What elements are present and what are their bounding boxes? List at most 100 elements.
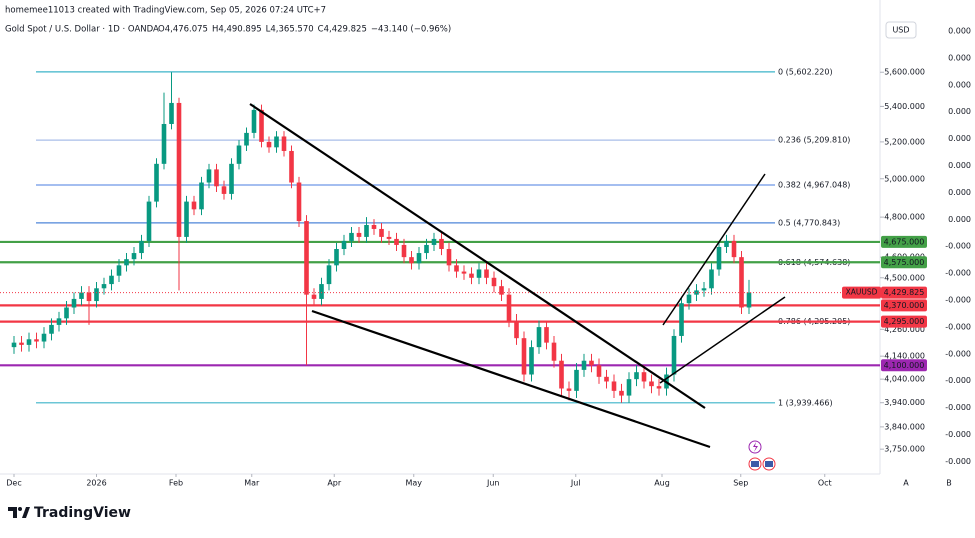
y-tick-label: 4,040.000 — [884, 375, 925, 384]
scale-label: 0.000 — [948, 134, 971, 143]
candle-body — [94, 288, 99, 302]
x-tick-label: Aug — [654, 479, 670, 488]
last-price-label: 4,429.825 — [884, 288, 925, 297]
candle-body — [191, 201, 197, 210]
candle-body — [289, 150, 294, 183]
scale-label: 0.000 — [948, 27, 971, 36]
scale-label: -0.000 — [945, 403, 971, 412]
candle-body — [259, 109, 264, 142]
candle-body — [71, 298, 77, 308]
candle-body — [86, 292, 92, 302]
event-icon — [765, 461, 773, 467]
ohlc-key: C — [318, 25, 324, 35]
symbol: Gold Spot / U.S. Dollar · 1D · OANDA — [5, 25, 159, 35]
candle-body — [251, 109, 257, 133]
y-tick-label: 5,600.000 — [884, 68, 925, 77]
scale-button[interactable]: B — [946, 479, 952, 488]
candle-body — [536, 327, 542, 348]
x-tick-label: Dec — [6, 479, 21, 488]
candle-body — [109, 275, 114, 285]
candle-body — [484, 269, 489, 278]
candle-body — [521, 338, 527, 375]
scale-label: 0.000 — [948, 53, 971, 62]
candle-body — [656, 386, 662, 389]
candle-body — [724, 240, 729, 247]
candle-body — [514, 320, 519, 339]
candle-body — [371, 224, 377, 229]
ohlc-value: 4,490.895 — [218, 25, 261, 35]
ohlc-key: L — [266, 25, 271, 35]
candle-body — [709, 269, 714, 289]
event-icons — [748, 440, 776, 471]
ohlc-key: H — [212, 25, 218, 35]
level-label: 4,675.000 — [884, 237, 925, 246]
scale-label: -0.000 — [945, 457, 971, 466]
candle-body — [304, 221, 309, 295]
level-badge — [881, 235, 927, 248]
candle-body — [101, 284, 107, 289]
candle-body — [679, 303, 684, 336]
scale-label: 0.000 — [948, 188, 971, 197]
logo-mark — [8, 507, 17, 518]
symbol-badge — [842, 286, 881, 299]
symbol-label: XAUUSD — [846, 288, 878, 297]
candle-body — [649, 381, 654, 387]
scale-button[interactable]: A — [903, 479, 909, 488]
candle-body — [364, 224, 369, 237]
currency-button[interactable] — [885, 21, 917, 39]
candle-body — [131, 253, 137, 260]
ohlc-value: 4,365.570 — [270, 25, 313, 35]
currency-label[interactable]: USD — [892, 26, 909, 35]
fib-label: 0.236 (5,209.810) — [778, 136, 850, 145]
x-tick-label: Apr — [327, 479, 342, 488]
candle-body — [274, 136, 279, 148]
candle-body — [641, 372, 647, 382]
credit: homemee11013 created with TradingView.co… — [5, 6, 326, 16]
candle-body — [476, 269, 482, 278]
x-tick-label: Mar — [244, 479, 260, 488]
candle-body — [161, 123, 167, 164]
fib-label: 0 (5,602.220) — [778, 67, 833, 76]
ohlc-value: 4,429.825 — [324, 25, 367, 35]
y-tick-label: 3,750.000 — [884, 445, 925, 454]
candle-body — [746, 292, 752, 308]
level-badge — [881, 359, 927, 372]
candle-body — [11, 342, 17, 348]
candle-body — [214, 169, 219, 187]
y-tick-label: 5,400.000 — [884, 102, 925, 111]
candle-body — [574, 369, 579, 391]
candle-body — [41, 333, 47, 342]
x-tick-label: Oct — [818, 479, 832, 488]
candle-body — [431, 238, 437, 245]
candle-body — [34, 339, 39, 342]
candle-body — [146, 201, 152, 241]
level-badge — [881, 256, 927, 269]
candle-body — [409, 257, 414, 264]
candle-body — [596, 365, 602, 377]
candle-body — [349, 232, 354, 241]
candle-body — [311, 294, 317, 299]
candle-body — [461, 271, 467, 274]
candle-body — [199, 182, 204, 210]
candle-body — [634, 372, 639, 380]
candle-body — [551, 342, 557, 361]
ohlc-value: 4,476.075 — [165, 25, 208, 35]
ohlc-row: O 4,476.075 H 4,490.895 L 4,365.570 C 4,429.825… — [158, 25, 451, 35]
scale-label: 0.000 — [948, 107, 971, 116]
candle-body — [229, 163, 234, 194]
level-label: 4,370.000 — [884, 301, 925, 310]
y-tick-label: 4,140.000 — [884, 352, 925, 361]
candle-body — [221, 186, 227, 194]
candle-body — [439, 238, 444, 249]
candle-body — [266, 141, 272, 148]
candle-body — [566, 388, 572, 391]
scale-label: 0.000 — [948, 80, 971, 89]
candle-body — [176, 102, 182, 237]
scale-label: 0.000 — [948, 161, 971, 170]
candle-body — [544, 327, 549, 343]
candle-body — [281, 136, 287, 151]
candle-body — [529, 347, 534, 375]
level-badge — [881, 299, 927, 312]
